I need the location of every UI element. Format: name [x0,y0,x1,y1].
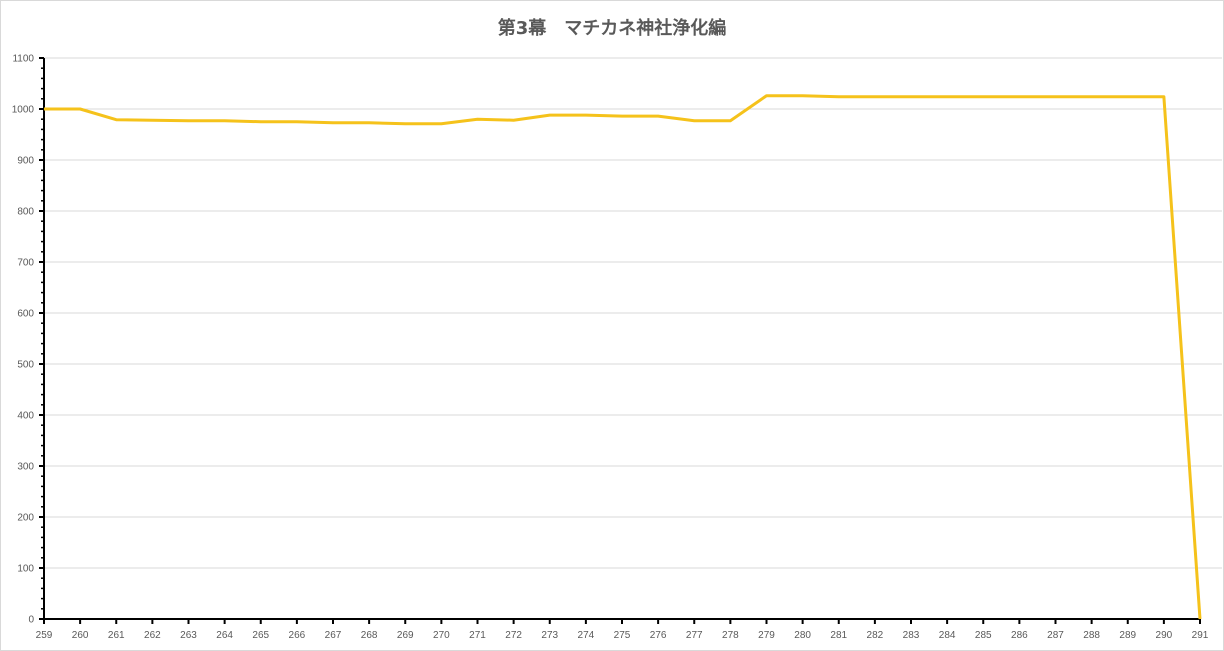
y-tick-label: 800 [17,207,34,218]
x-tick-label: 262 [144,630,161,641]
x-tick-label: 261 [108,630,125,641]
y-tick-label: 0 [28,615,34,626]
x-tick-label: 290 [1156,630,1173,641]
x-tick-label: 282 [867,630,884,641]
x-tick-label: 263 [180,630,197,641]
x-tick-label: 286 [1011,630,1028,641]
y-tick-label: 300 [17,462,34,473]
x-tick-label: 287 [1047,630,1064,641]
y-tick-label: 900 [17,156,34,167]
x-tick-label: 274 [578,630,595,641]
x-tick-label: 285 [975,630,992,641]
x-tick-label: 281 [830,630,847,641]
chart-title: 第3幕 マチカネ神社浄化編 [497,18,727,39]
x-tick-label: 275 [614,630,631,641]
x-tick-label: 288 [1083,630,1100,641]
series-line [44,94,1202,620]
x-tick-label: 284 [939,630,956,641]
x-tick-label: 291 [1192,630,1209,641]
x-tick-label: 273 [541,630,558,641]
x-tick-label: 259 [36,630,53,641]
y-tick-label: 200 [17,513,34,524]
x-tick-label: 264 [216,630,233,641]
x-tick-label: 271 [469,630,486,641]
y-tick-label: 1100 [12,54,34,65]
y-tick-label: 100 [17,564,34,575]
x-tick-label: 277 [686,630,703,641]
x-tick-label: 276 [650,630,667,641]
x-tick-label: 279 [758,630,775,641]
x-tick-label: 289 [1119,630,1136,641]
x-tick-label: 283 [903,630,920,641]
x-tick-label: 260 [72,630,89,641]
x-tick-label: 268 [361,630,378,641]
x-tick-label: 278 [722,630,739,641]
x-tick-label: 270 [433,630,450,641]
x-tick-label: 265 [252,630,269,641]
x-tick-label: 280 [794,630,811,641]
y-tick-label: 600 [17,309,34,320]
x-tick-label: 269 [397,630,414,641]
x-tick-label: 266 [289,630,306,641]
y-tick-label: 700 [17,258,34,269]
y-tick-label: 400 [17,411,34,422]
y-tick-label: 500 [17,360,34,371]
x-tick-label: 267 [325,630,342,641]
x-tick-label: 272 [505,630,522,641]
y-tick-label: 1000 [12,105,35,116]
